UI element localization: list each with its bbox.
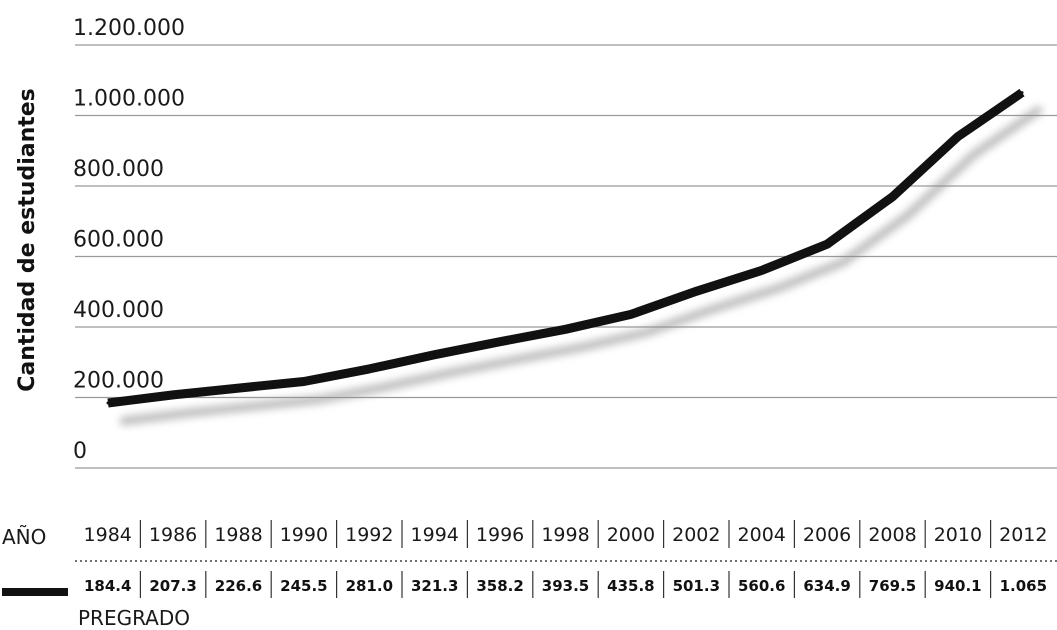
data-label: 321.3 [411, 577, 458, 595]
data-label: 435.8 [607, 577, 654, 595]
data-point [891, 195, 894, 199]
x-tick-label: 1992 [345, 524, 393, 546]
data-label: 1.065 [1000, 577, 1047, 595]
x-tick-label: 2004 [738, 524, 786, 546]
data-point [171, 393, 175, 397]
x-tick-label: 2008 [868, 524, 916, 546]
data-point [825, 242, 829, 246]
data-label: 245.5 [280, 577, 327, 595]
gridlines [75, 44, 1057, 469]
x-tick-label: 2000 [607, 524, 655, 546]
y-tick-label: 600.000 [73, 228, 164, 253]
y-tick-label: 0 [73, 439, 87, 464]
x-tick-label: 2012 [999, 524, 1047, 546]
x-tick-label: 1994 [411, 524, 459, 546]
y-tick-label: 400.000 [73, 298, 164, 323]
x-row-label: AÑO [2, 525, 46, 549]
data-table: 1984 184.4 1986 207.3 1988 226.6 1990 245.5 1992… [84, 520, 1047, 598]
x-tick-label: 1984 [84, 524, 132, 546]
legend: PREGRADO [2, 588, 190, 630]
series-line-pregrado [107, 88, 1025, 408]
data-label: 769.5 [869, 577, 916, 595]
x-tick-label: 2010 [934, 524, 982, 546]
series-line-shadow [119, 106, 1043, 426]
data-label: 501.3 [673, 577, 720, 595]
y-tick-label: 1.000.000 [73, 87, 185, 112]
data-label: 207.3 [149, 577, 196, 595]
data-point [498, 340, 502, 344]
x-tick-label: 1996 [476, 524, 524, 546]
y-tick-label: 1.200.000 [73, 16, 185, 41]
data-point [1020, 91, 1024, 95]
data-label: 226.6 [215, 577, 262, 595]
x-tick-label: 2006 [803, 524, 851, 546]
data-point [106, 401, 110, 405]
data-point [694, 289, 698, 293]
legend-label: PREGRADO [78, 606, 190, 630]
data-point [760, 268, 764, 272]
x-tick-label: 1986 [149, 524, 197, 546]
data-point [564, 327, 567, 331]
x-tick-label: 2002 [672, 524, 720, 546]
y-tick-label: 200.000 [73, 369, 164, 394]
data-label: 358.2 [476, 577, 523, 595]
x-tick-label: 1998 [541, 524, 589, 546]
data-label: 560.6 [738, 577, 785, 595]
x-tick-label: 1988 [214, 524, 262, 546]
data-label: 940.1 [934, 577, 981, 595]
y-axis-ticks: 0 200.000 400.000 600.000 800.000 1.000.000 1.… [73, 16, 185, 464]
data-point [629, 312, 633, 316]
data-label: 634.9 [803, 577, 850, 595]
data-point [302, 379, 306, 383]
series-layer [106, 88, 1043, 426]
data-point [367, 367, 371, 371]
data-point [433, 353, 437, 357]
data-label: 281.0 [346, 577, 393, 595]
data-label: 184.4 [84, 577, 131, 595]
y-axis-label: Cantidad de estudiantes [15, 88, 40, 392]
data-point [956, 135, 960, 139]
x-tick-label: 1990 [280, 524, 328, 546]
data-point [237, 386, 240, 390]
y-tick-label: 800.000 [73, 157, 164, 182]
data-label: 393.5 [542, 577, 589, 595]
